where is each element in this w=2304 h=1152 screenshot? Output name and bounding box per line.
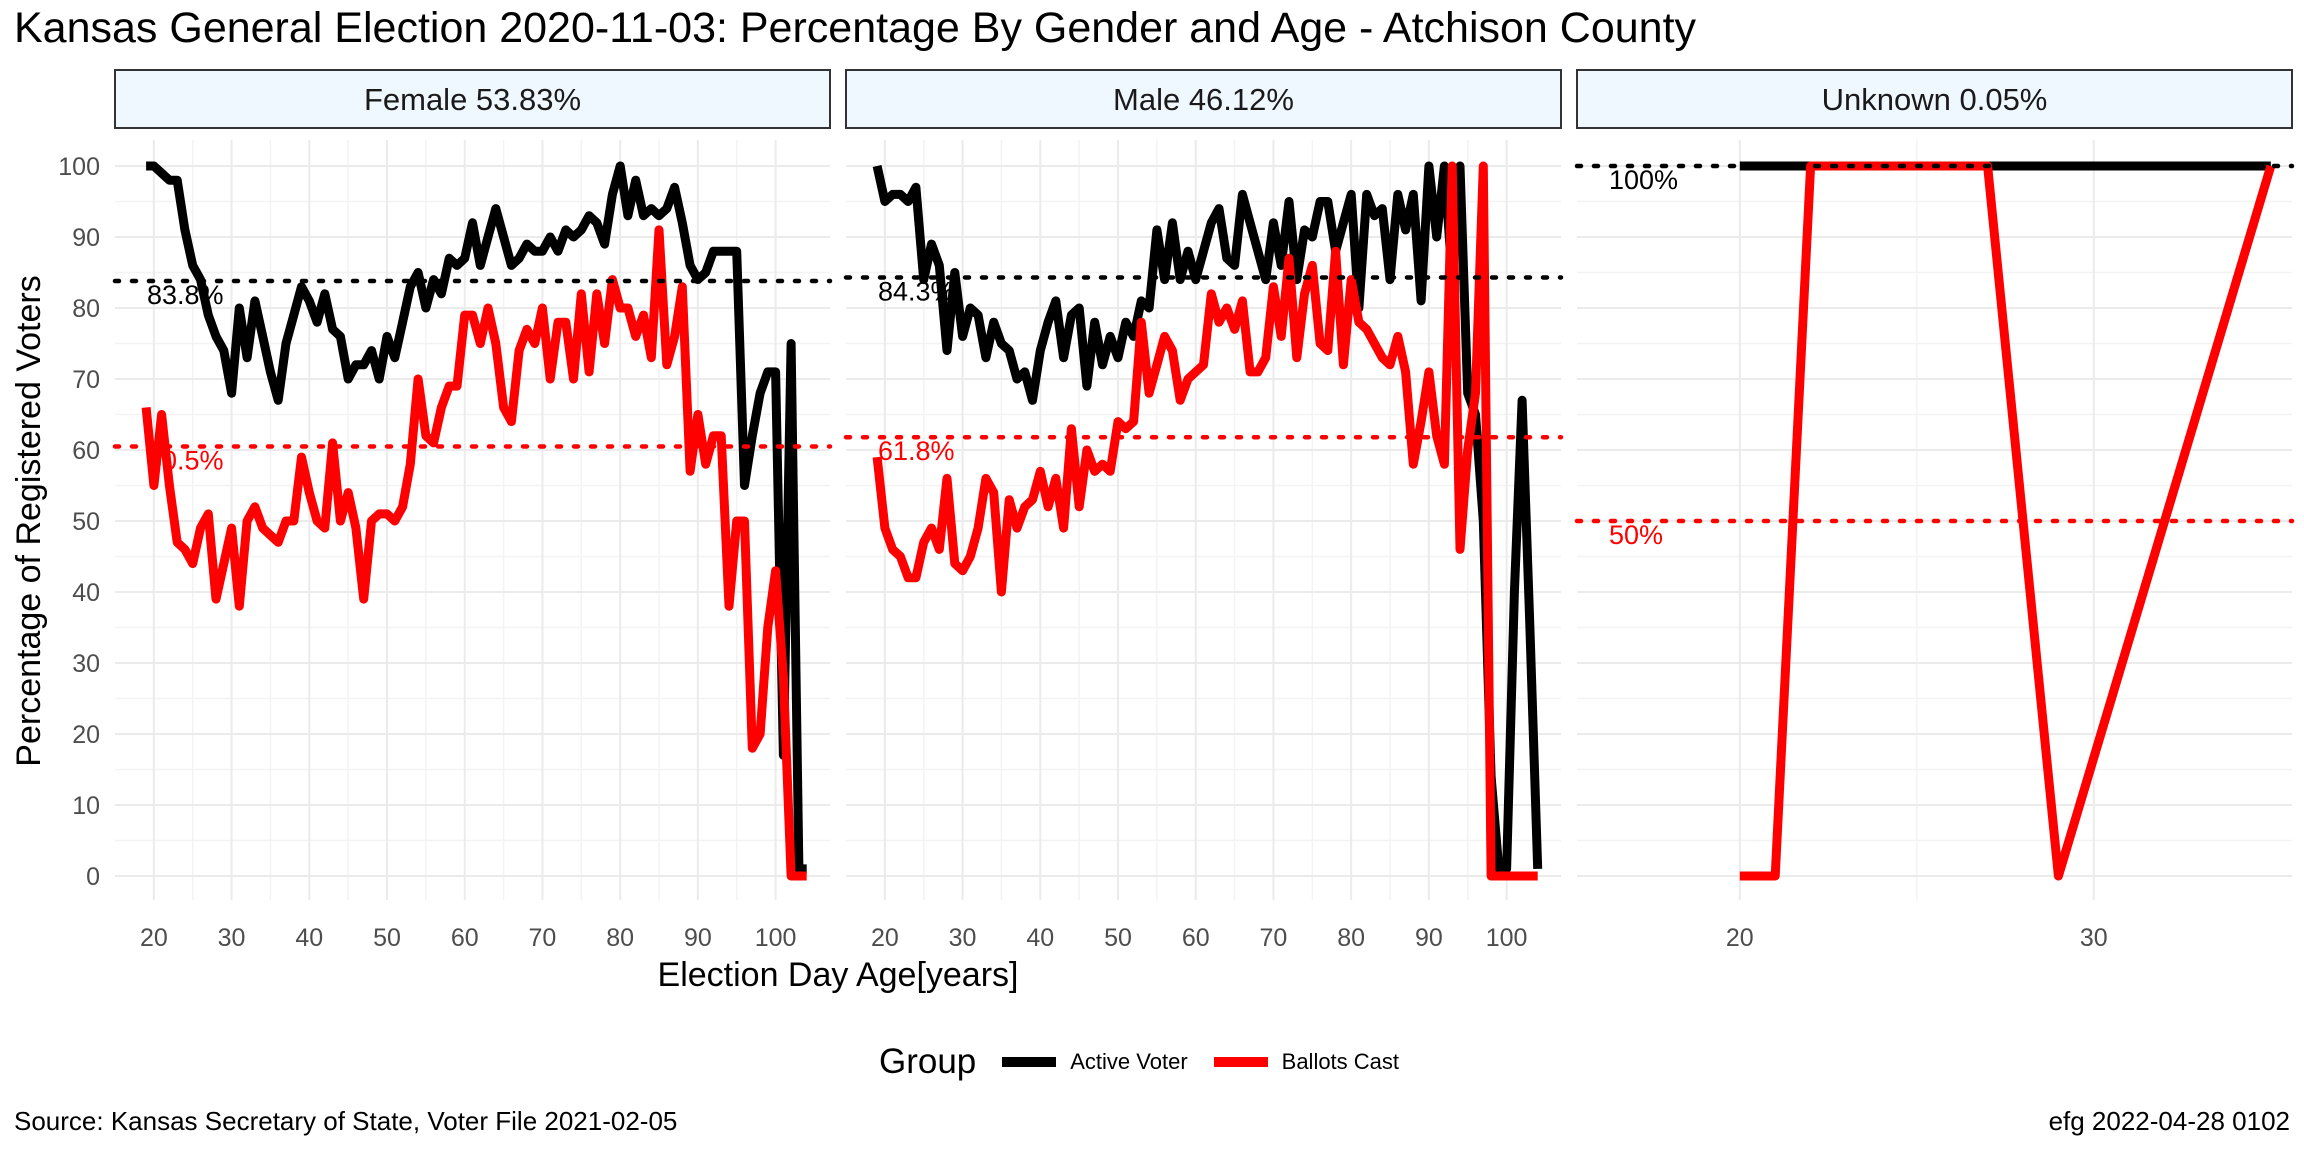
- series-line-ballots-cast: [141, 225, 807, 881]
- x-tick-label: 90: [684, 924, 712, 952]
- facet-strip-label: Female 53.83%: [364, 82, 581, 117]
- series-line-active-voter: [146, 161, 807, 874]
- x-tick-label: 50: [373, 924, 401, 952]
- x-tick-label: 40: [295, 924, 323, 952]
- timestamp-note: efg 2022-04-28 0102: [2048, 1106, 2290, 1136]
- chart-title: Kansas General Election 2020-11-03: Perc…: [14, 4, 1697, 52]
- y-tick-label: 100: [58, 153, 100, 181]
- legend-swatch-ballots-cast: [1213, 1057, 1268, 1067]
- legend: Group Active Voter Ballots Cast: [0, 1040, 2304, 1084]
- x-tick-label: 30: [218, 924, 246, 952]
- y-tick-label: 30: [72, 650, 100, 678]
- facet-strip: [1576, 69, 2293, 129]
- legend-title: Group: [878, 1042, 977, 1081]
- ref-line-label-ballots-cast: 61.8%: [878, 436, 955, 466]
- panel-3: Unknown 0.05% 20 30 100% 50%: [1574, 69, 2295, 952]
- x-tick-label: 70: [529, 924, 557, 952]
- x-axis-title: Election Day Age[years]: [658, 956, 1019, 994]
- ref-line-label-ballots-cast: 50%: [1609, 520, 1663, 550]
- series-line-ballots-cast: [872, 161, 1538, 881]
- x-tick-label: 30: [949, 924, 977, 952]
- y-tick-label: 70: [72, 366, 100, 394]
- x-tick-label: 50: [1104, 924, 1132, 952]
- y-tick-label: 50: [72, 508, 100, 536]
- x-tick-label: 30: [2080, 924, 2108, 952]
- facet-strip-label: Unknown 0.05%: [1822, 82, 2048, 117]
- y-tick-label: 90: [72, 224, 100, 252]
- series-line-active-voter: [872, 161, 1543, 874]
- facet-strip: [114, 69, 831, 129]
- legend-label-active-voter: Active Voter: [1070, 1049, 1188, 1074]
- ref-line-label-active-voter: 100%: [1609, 165, 1678, 195]
- x-tick-label: 100: [1486, 924, 1528, 952]
- x-tick-label: 80: [1337, 924, 1365, 952]
- y-tick-label: 60: [72, 437, 100, 465]
- x-tick-label: 60: [1182, 924, 1210, 952]
- x-tick-label: 100: [755, 924, 797, 952]
- panel-2: Male 46.12% 20 30 40 50 60 70 80 90 100 84.3% 61.8%: [843, 69, 1564, 952]
- y-axis-title: Percentage of Registered Voters: [10, 275, 48, 766]
- x-tick-label: 40: [1026, 924, 1054, 952]
- source-note: Source: Kansas Secretary of State, Voter…: [14, 1106, 678, 1136]
- ref-line-label-active-voter: 84.3%: [878, 276, 955, 306]
- x-tick-label: 60: [451, 924, 479, 952]
- x-tick-label: 90: [1415, 924, 1443, 952]
- legend-swatch-active-voter: [1002, 1057, 1057, 1067]
- x-tick-label: 80: [606, 924, 634, 952]
- legend-item-active-voter: Active Voter: [1002, 1049, 1188, 1075]
- facet-strip: [845, 69, 1562, 129]
- ref-line-label-ballots-cast: 60.5%: [147, 445, 224, 475]
- ref-line-label-active-voter: 83.8%: [147, 280, 224, 310]
- y-tick-label: 0: [86, 863, 100, 891]
- x-tick-label: 20: [871, 924, 899, 952]
- y-tick-label: 80: [72, 295, 100, 323]
- x-tick-label: 70: [1260, 924, 1288, 952]
- y-tick-label: 40: [72, 579, 100, 607]
- legend-label-ballots-cast: Ballots Cast: [1281, 1049, 1400, 1074]
- x-tick-label: 20: [140, 924, 168, 952]
- y-tick-label: 10: [72, 792, 100, 820]
- x-tick-label: 20: [1726, 924, 1754, 952]
- facet-strip-label: Male 46.12%: [1113, 82, 1294, 117]
- legend-item-ballots-cast: Ballots Cast: [1213, 1049, 1400, 1075]
- y-tick-label: 20: [72, 721, 100, 749]
- panel-1: Female 53.83% 20 30 40 50 60 70 80 90 100 83.8% 60.…: [112, 69, 833, 952]
